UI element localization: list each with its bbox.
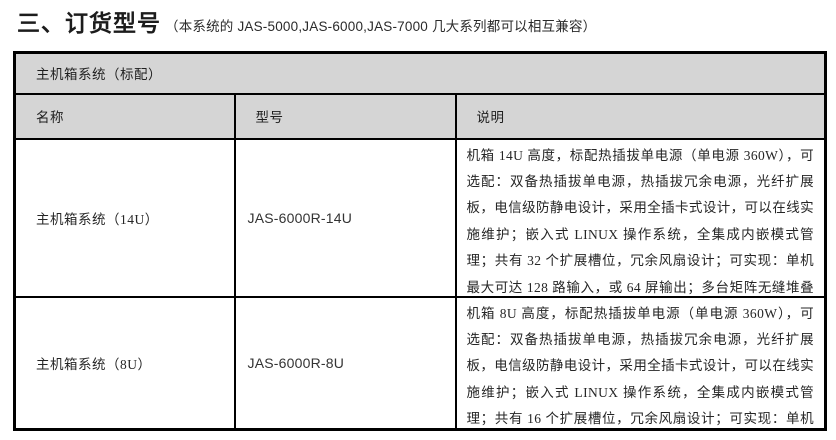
table-header-row: 名称 型号 说明 bbox=[13, 92, 827, 140]
description-cell: 机箱 14U 高度，标配热插拔单电源（单电源 360W），可选配：双备热插拔单电… bbox=[454, 137, 827, 298]
page-title: 三、订货型号 bbox=[17, 10, 161, 36]
title-row: 三、订货型号 （本系统的 JAS-5000,JAS-6000,JAS-7000 … bbox=[17, 4, 596, 38]
description-text: 机箱 8U 高度，标配热插拔单电源（单电源 360W），可选配：双备热插拔单电源… bbox=[466, 305, 815, 427]
product-name-cell: 主机箱系统（8U） bbox=[13, 295, 236, 430]
model-number-cell: JAS-6000R-8U bbox=[233, 295, 457, 430]
product-name-cell: 主机箱系统（14U） bbox=[13, 137, 236, 298]
page-subtitle: （本系统的 JAS-5000,JAS-6000,JAS-7000 几大系列都可以… bbox=[165, 19, 597, 34]
table-row: 主机箱系统（14U） JAS-6000R-14U 机箱 14U 高度，标配热插拔… bbox=[13, 137, 827, 298]
table-section-header: 主机箱系统（标配） bbox=[13, 51, 827, 95]
order-model-table: 主机箱系统（标配） 名称 型号 说明 主机箱系统（14U） JAS-6000R-… bbox=[13, 51, 828, 431]
table-row: 主机箱系统（8U） JAS-6000R-8U 机箱 8U 高度，标配热插拔单电源… bbox=[13, 295, 827, 430]
model-number-cell: JAS-6000R-14U bbox=[233, 137, 457, 298]
description-cell: 机箱 8U 高度，标配热插拔单电源（单电源 360W），可选配：双备热插拔单电源… bbox=[454, 295, 827, 430]
column-header-model: 型号 bbox=[233, 92, 457, 140]
description-text: 机箱 14U 高度，标配热插拔单电源（单电源 360W），可选配：双备热插拔单电… bbox=[466, 147, 815, 295]
column-header-name: 名称 bbox=[13, 92, 236, 140]
column-header-description: 说明 bbox=[454, 92, 827, 140]
table-section-row: 主机箱系统（标配） bbox=[13, 51, 827, 95]
